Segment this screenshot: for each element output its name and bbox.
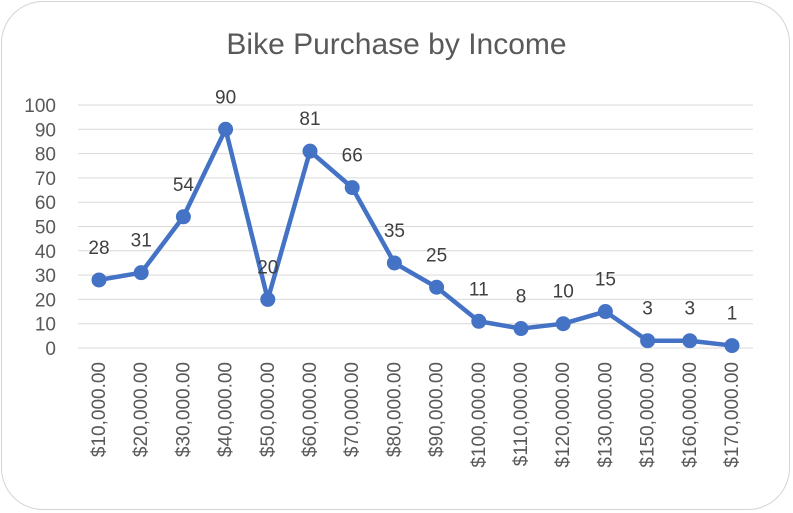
data-label: 81 [299,109,320,130]
x-tick-label: $20,000.00 [131,362,152,457]
y-tick-label: 30 [35,266,56,287]
x-tick-label: $70,000.00 [342,362,363,457]
data-point [640,333,656,349]
data-label: 10 [553,282,574,303]
data-point [513,321,529,337]
chart-title: Bike Purchase by Income [226,28,567,61]
data-point [471,313,487,329]
y-tick-label: 10 [35,315,56,336]
y-tick-label: 0 [45,339,56,360]
data-point [344,180,360,196]
y-tick-label: 90 [35,120,56,141]
data-label: 1 [727,304,738,325]
data-label: 15 [595,270,616,291]
data-label: 8 [516,287,527,308]
x-tick-label: $50,000.00 [258,362,279,457]
data-point [555,316,571,332]
y-tick-label: 80 [35,145,56,166]
data-point [302,143,318,159]
data-point [429,279,445,295]
x-tick-label: $90,000.00 [427,362,448,457]
x-tick-label: $120,000.00 [553,362,574,468]
series-line [96,127,735,348]
data-label: 20 [257,257,278,278]
data-label: 35 [384,221,405,242]
data-label: 90 [215,87,236,108]
y-tick-label: 50 [35,218,56,239]
x-tick-label: $100,000.00 [469,362,490,468]
x-tick-label: $80,000.00 [384,362,405,457]
data-point [386,255,402,271]
x-tick-label: $40,000.00 [216,362,237,457]
data-point [175,209,191,225]
data-point [133,265,149,281]
data-point [218,121,234,137]
data-label: 28 [88,238,109,259]
x-tick-label: $60,000.00 [300,362,321,457]
data-point [91,272,107,288]
data-label: 3 [685,299,696,320]
data-label: 11 [469,279,489,300]
y-tick-label: 60 [35,193,56,214]
x-axis-ticks: $10,000.00 $20,000.00 $30,000.00 $40,000.00… [89,362,743,468]
data-label: 31 [131,231,152,252]
y-tick-label: 100 [24,96,56,117]
x-tick-label: $10,000.00 [89,362,110,457]
data-label: 3 [642,299,653,320]
data-point [260,291,276,307]
x-tick-label: $130,000.00 [595,362,616,468]
data-label: 66 [342,146,363,167]
x-tick-label: $170,000.00 [722,362,743,468]
data-point [597,304,613,320]
data-label: 25 [426,245,447,266]
y-tick-label: 40 [35,242,56,263]
series-line-path [96,127,735,348]
y-tick-label: 20 [35,290,56,311]
x-tick-label: $30,000.00 [173,362,194,457]
x-tick-label: $110,000.00 [511,362,532,466]
data-points [91,121,740,354]
x-tick-label: $150,000.00 [638,362,659,468]
x-tick-label: $160,000.00 [680,362,701,468]
y-axis-ticks: 0 10 20 30 40 50 60 70 80 90 100 [24,96,56,360]
data-point [724,338,740,354]
data-label: 54 [173,175,195,196]
y-tick-label: 70 [35,169,56,190]
data-point [682,333,698,349]
